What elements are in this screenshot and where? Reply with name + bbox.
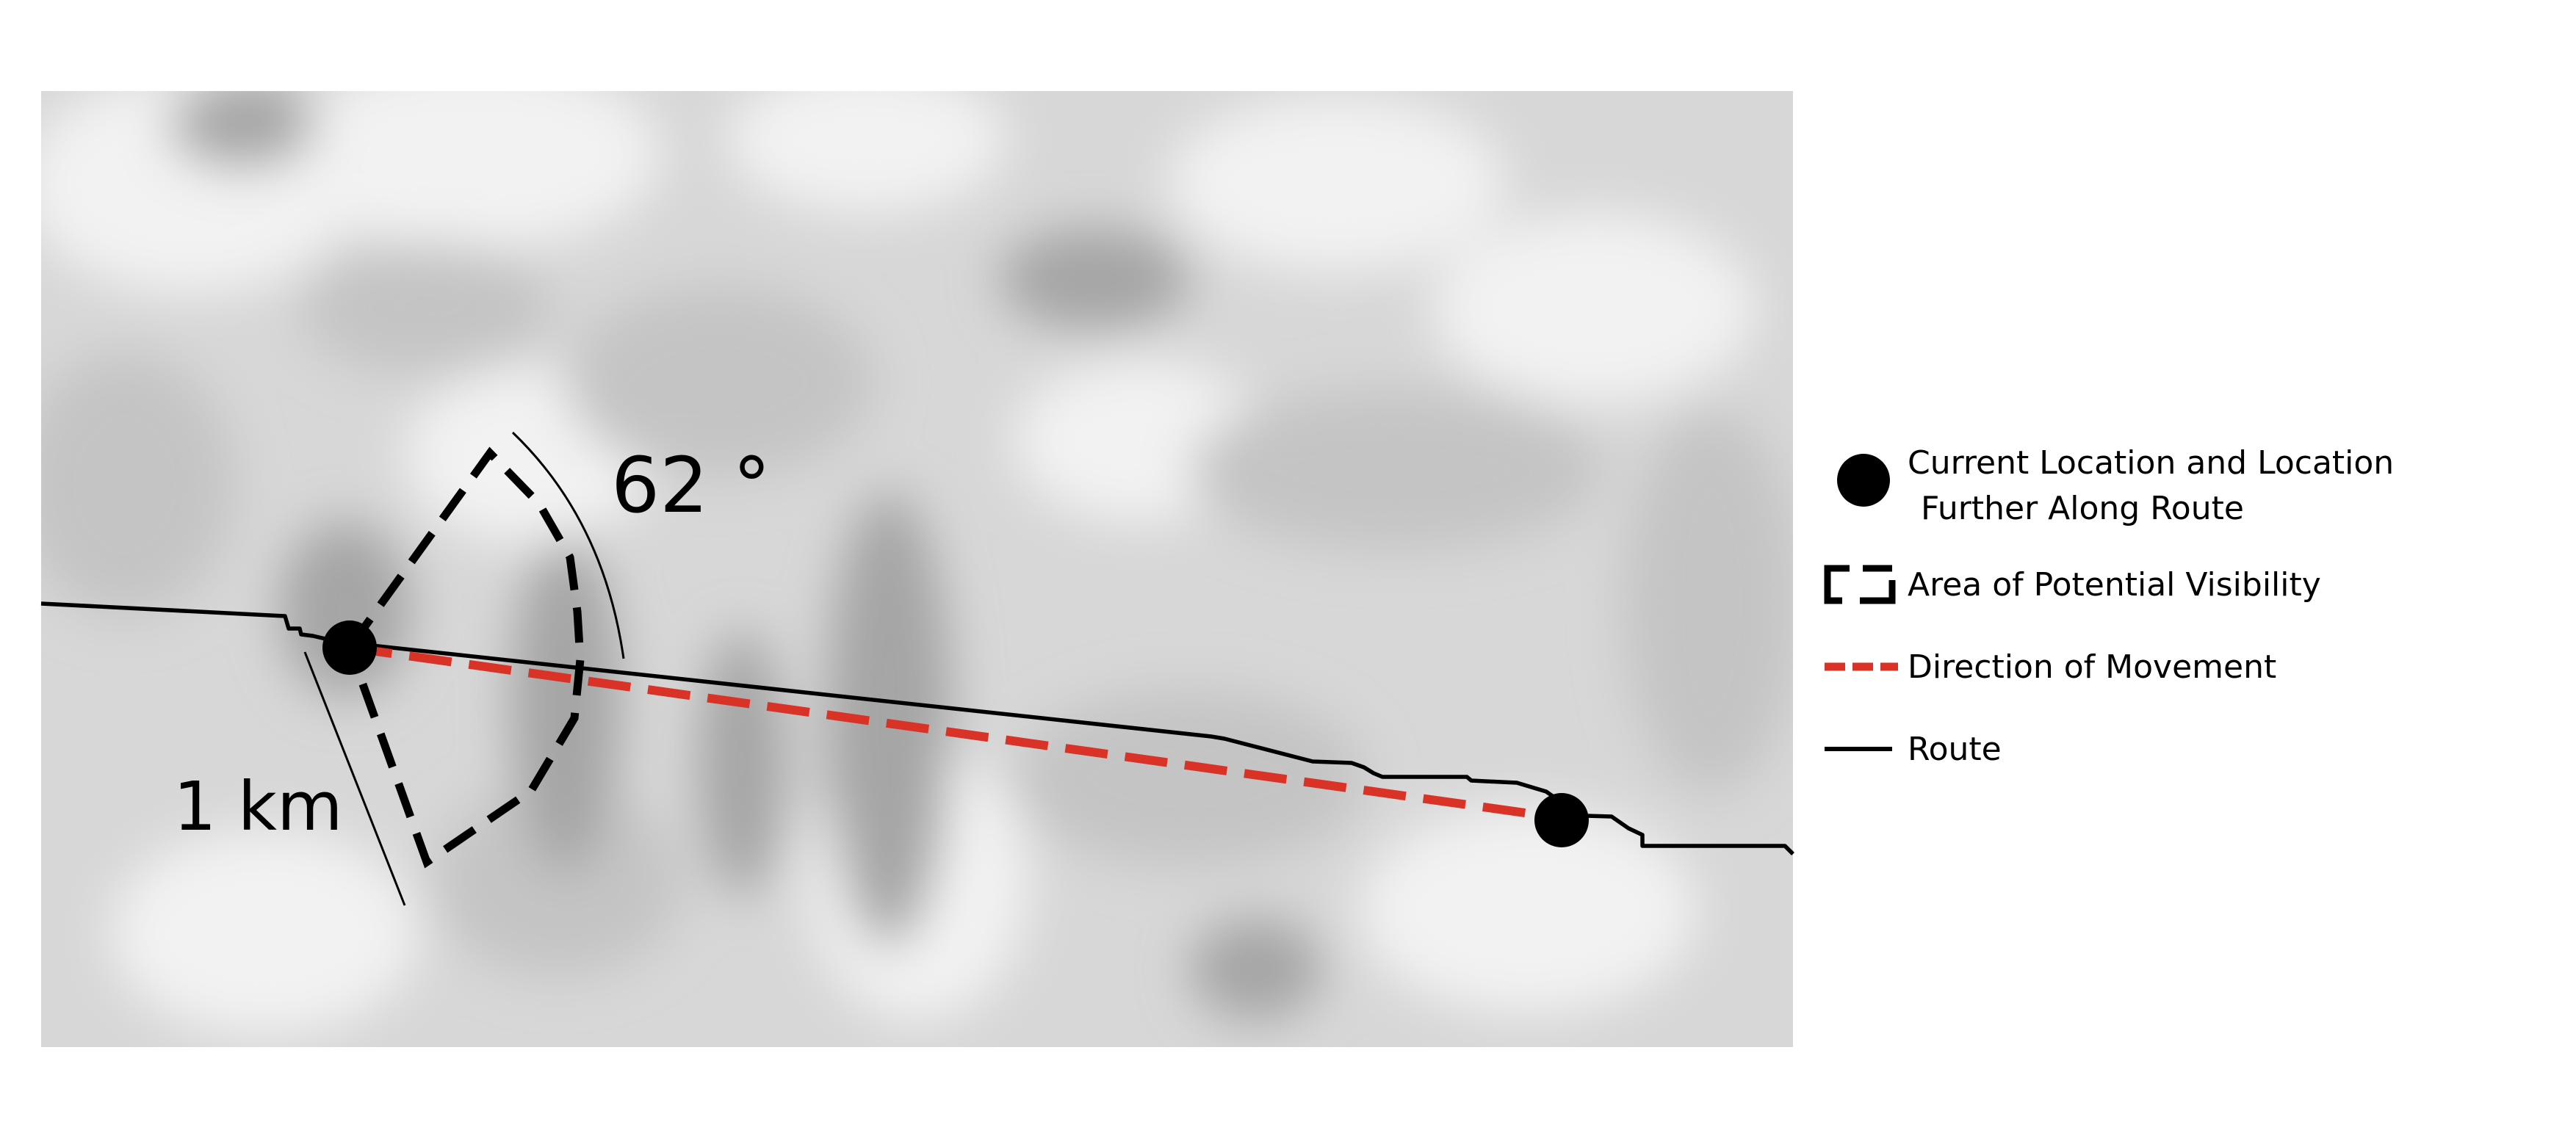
distance-measure-line bbox=[303, 651, 406, 906]
legend-location-label-line1: Current Location and Location bbox=[1908, 444, 2395, 482]
route-line-icon bbox=[1825, 747, 1892, 751]
legend-location-label: Current Location and Location Further Al… bbox=[1908, 441, 2394, 532]
visibility-area-icon bbox=[1824, 565, 1896, 604]
visibility-area-outline bbox=[345, 446, 585, 869]
direction-of-movement-line bbox=[349, 643, 1562, 822]
route-line bbox=[40, 601, 1794, 855]
hillshade-light-areas bbox=[41, 91, 1756, 1035]
legend-location-label-line2: Further Along Route bbox=[1921, 490, 2244, 527]
legend-visibility-label: Area of Potential Visibility bbox=[1908, 566, 2321, 604]
angle-label: 62 ° bbox=[611, 441, 771, 530]
hillshade-mid-areas bbox=[41, 242, 1793, 977]
distance-label: 1 km bbox=[173, 767, 343, 846]
location-marker-icon bbox=[1837, 454, 1890, 507]
hillshade-map bbox=[41, 91, 1793, 1047]
current-location-marker bbox=[322, 620, 377, 675]
angle-arc bbox=[511, 431, 625, 659]
further-location-marker bbox=[1534, 793, 1589, 847]
legend-direction-label: Direction of Movement bbox=[1908, 648, 2277, 686]
dashed-red-line-icon bbox=[1825, 662, 1898, 671]
legend-route-label: Route bbox=[1908, 731, 2002, 768]
